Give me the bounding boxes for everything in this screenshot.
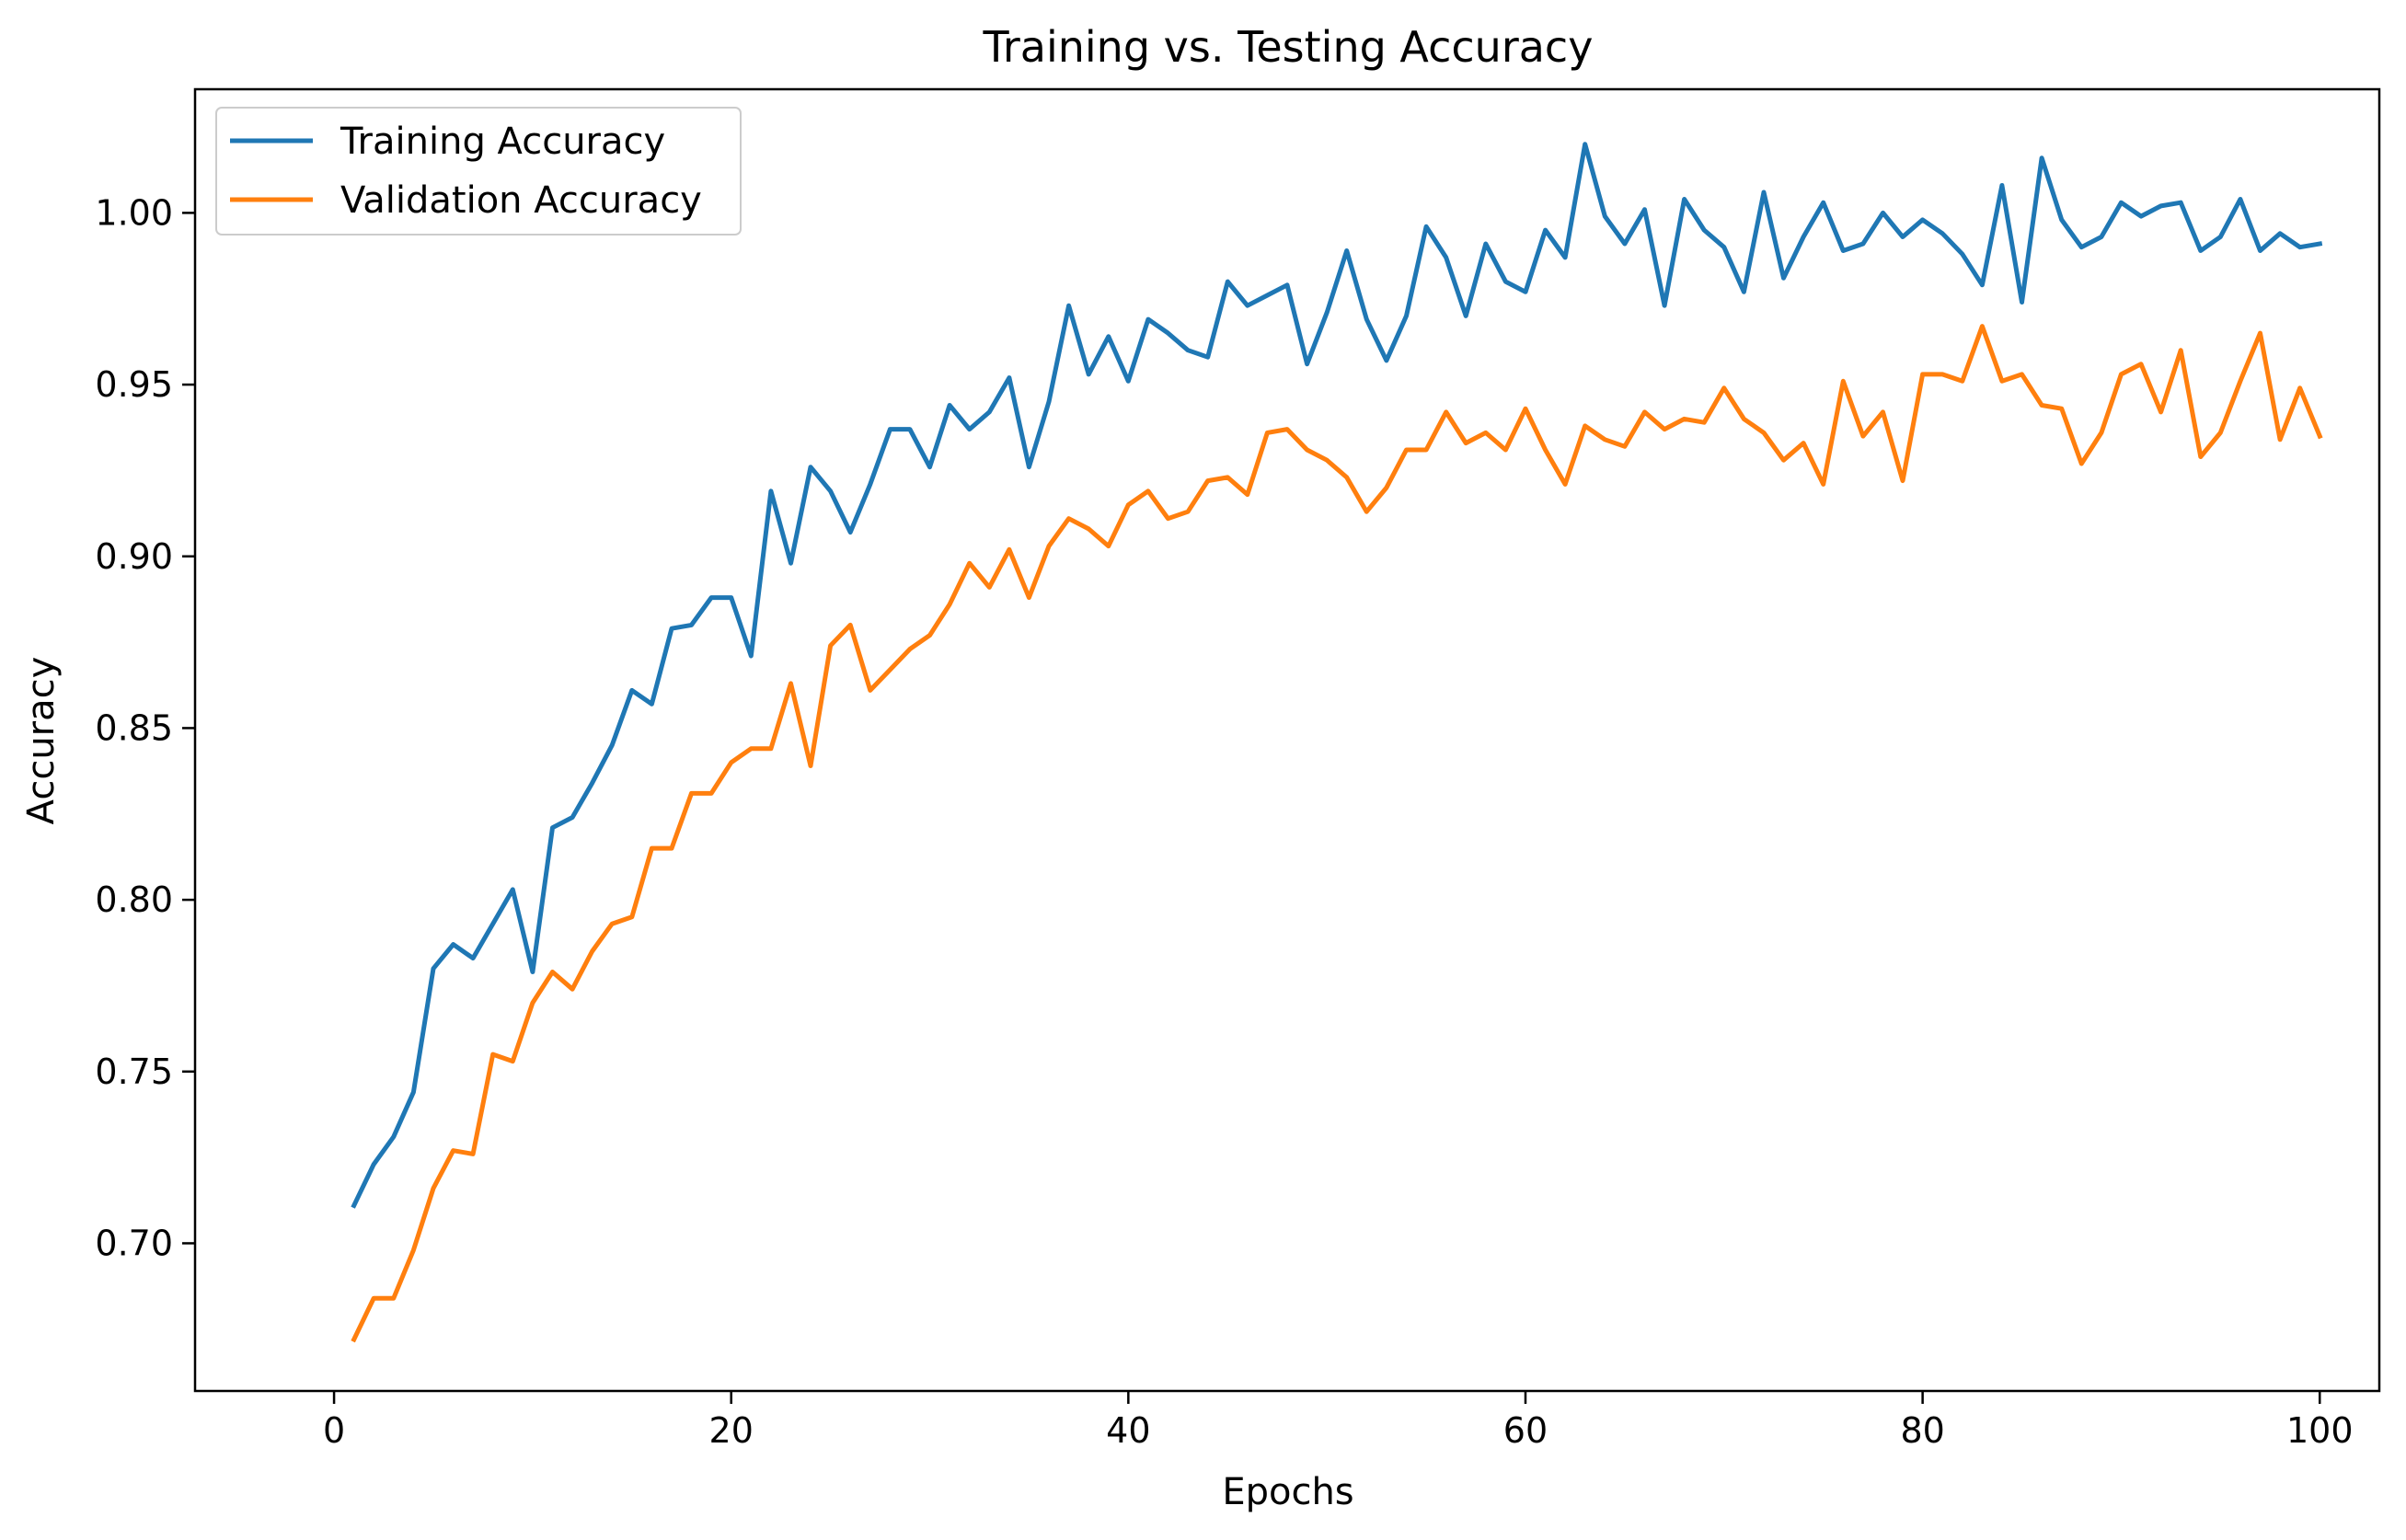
x-tick-label: 80 xyxy=(1900,1410,1944,1451)
x-tick-label: 40 xyxy=(1106,1410,1150,1451)
chart-title: Training vs. Testing Accuracy xyxy=(983,22,1594,72)
y-axis-ticks: 0.70 0.75 0.80 0.85 0.90 0.95 1.00 xyxy=(95,192,195,1263)
y-tick-label: 0.90 xyxy=(95,536,173,577)
series-layer xyxy=(351,142,2323,1343)
legend-box xyxy=(215,107,742,236)
legend: Training Accuracy Validation Accuracy xyxy=(215,107,742,236)
x-tick-label: 0 xyxy=(323,1410,345,1451)
x-axis-label: Epochs xyxy=(1222,1471,1353,1513)
y-tick-label: 0.95 xyxy=(95,364,173,405)
y-axis-label: Accuracy xyxy=(20,657,63,825)
series-line-validation-accuracy xyxy=(351,324,2323,1343)
y-tick-label: 0.70 xyxy=(95,1223,173,1263)
legend-label: Training Accuracy xyxy=(340,121,665,163)
x-tick-label: 60 xyxy=(1503,1410,1548,1451)
y-tick-label: 0.75 xyxy=(95,1052,173,1092)
y-tick-label: 0.85 xyxy=(95,707,173,748)
axes-frame xyxy=(193,87,2381,1393)
y-tick-label: 0.80 xyxy=(95,879,173,920)
x-tick-label: 100 xyxy=(2286,1410,2354,1451)
y-tick-label: 1.00 xyxy=(95,192,173,233)
x-tick-label: 20 xyxy=(709,1410,754,1451)
legend-label: Validation Accuracy xyxy=(340,179,702,222)
series-line-training-accuracy xyxy=(351,142,2323,1209)
x-axis-ticks: 0 20 40 60 80 100 xyxy=(323,1391,2354,1451)
